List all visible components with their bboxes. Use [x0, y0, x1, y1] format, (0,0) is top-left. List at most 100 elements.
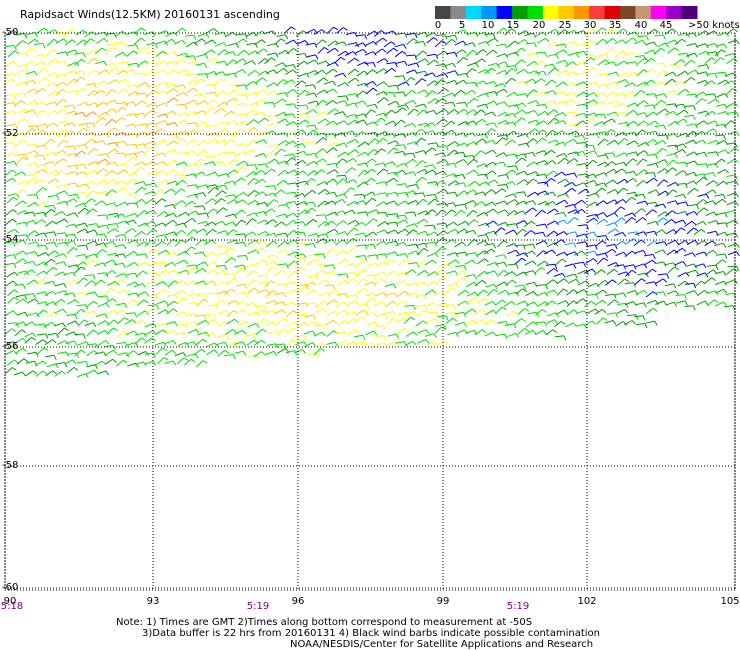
wind-barb-tick	[635, 151, 639, 157]
wind-barb	[134, 27, 142, 35]
wind-barb-tick	[212, 57, 218, 62]
wind-barb-tick	[402, 133, 407, 139]
wind-barb-tick	[314, 125, 318, 131]
wind-barb	[185, 55, 195, 58]
wind-barb	[246, 109, 255, 115]
wind-barb-tick	[242, 308, 247, 314]
wind-barb	[665, 301, 675, 306]
wind-barb	[395, 214, 405, 217]
wind-barb-tick	[413, 331, 418, 336]
wind-barb-tick	[733, 293, 737, 299]
wind-barb	[337, 151, 346, 158]
wind-barb	[645, 281, 655, 284]
wind-barb	[303, 330, 313, 335]
wind-barb	[666, 181, 676, 187]
wind-barb-tick	[652, 307, 658, 312]
wind-barb-tick	[242, 38, 248, 43]
wind-barb	[495, 200, 505, 205]
wind-barb-tick	[392, 92, 396, 98]
wind-barb	[117, 78, 126, 84]
wind-barb	[67, 78, 75, 86]
wind-barb	[164, 110, 173, 116]
wind-barb	[403, 316, 412, 324]
wind-barb	[727, 147, 735, 155]
wind-barb-tick	[432, 72, 436, 78]
wind-barb	[713, 57, 721, 65]
wind-barb	[165, 51, 175, 56]
wind-barb-tick	[564, 157, 569, 162]
wind-barb	[254, 39, 262, 46]
wind-barb	[244, 302, 254, 307]
wind-barb	[665, 229, 674, 235]
wind-barb	[507, 40, 516, 47]
wind-barb	[626, 314, 636, 317]
wind-barb-tick	[214, 171, 219, 177]
wind-barb-tick	[263, 48, 268, 53]
wind-barb	[197, 212, 207, 215]
wind-barb	[127, 90, 136, 97]
wind-barb-tick	[161, 198, 167, 202]
wind-barb-tick	[512, 121, 517, 127]
wind-barb	[156, 289, 164, 296]
wind-barb	[204, 198, 213, 205]
wind-barb	[625, 269, 633, 277]
wind-barb	[5, 44, 15, 48]
wind-barb	[526, 52, 536, 56]
wind-barb	[694, 280, 702, 288]
wind-barb	[506, 91, 515, 98]
wind-barb-tick	[232, 180, 237, 186]
wind-barb-tick	[402, 169, 407, 175]
wind-barb	[57, 340, 66, 345]
wind-barb-tick	[234, 158, 239, 163]
wind-barb-tick	[583, 91, 589, 96]
wind-barb-tick	[723, 134, 726, 140]
wind-barb-tick	[161, 240, 167, 245]
wind-barb	[125, 157, 134, 164]
wind-barb	[323, 238, 333, 244]
wind-barb	[364, 281, 374, 286]
wind-barb	[723, 120, 732, 127]
wind-barb-tick	[42, 370, 48, 375]
wind-barb-tick	[243, 242, 247, 248]
wind-barb	[577, 173, 587, 176]
wind-barb	[4, 177, 13, 184]
wind-barb-tick	[424, 260, 429, 266]
wind-barb	[134, 186, 143, 194]
wind-barb-tick	[145, 222, 150, 228]
wind-barb	[437, 315, 447, 318]
wind-barb	[404, 132, 414, 137]
wind-barb-tick	[613, 268, 619, 273]
wind-barb	[494, 83, 503, 88]
wind-barb-tick	[182, 290, 187, 295]
wind-barb-tick	[593, 173, 597, 179]
wind-barb	[466, 210, 474, 217]
wind-barb	[246, 279, 255, 287]
wind-barb	[217, 290, 227, 295]
wind-barb-tick	[292, 69, 298, 74]
wind-barb	[5, 262, 14, 266]
wind-barb	[264, 185, 274, 188]
wind-barb	[286, 260, 295, 267]
wind-barb-tick	[272, 30, 276, 36]
wind-barb	[255, 259, 263, 266]
wind-barb-tick	[183, 222, 187, 228]
wind-barb	[624, 82, 633, 88]
wind-barb	[606, 268, 615, 276]
wind-barb	[626, 151, 636, 155]
wind-barb	[625, 238, 634, 245]
wind-barb	[425, 109, 434, 114]
wind-barb	[346, 294, 356, 298]
wind-barb	[446, 79, 455, 84]
wind-barb	[297, 283, 307, 287]
wind-barb	[534, 267, 542, 274]
wind-barb-tick	[53, 82, 58, 88]
wind-barb	[144, 190, 154, 195]
wind-barb-tick	[194, 73, 197, 79]
wind-barb	[555, 49, 565, 55]
wind-barb	[36, 244, 46, 247]
wind-barb	[504, 28, 512, 36]
wind-barb-tick	[504, 61, 509, 67]
wind-barb	[206, 349, 215, 356]
wind-barb	[643, 79, 652, 86]
wind-barb	[254, 30, 263, 37]
